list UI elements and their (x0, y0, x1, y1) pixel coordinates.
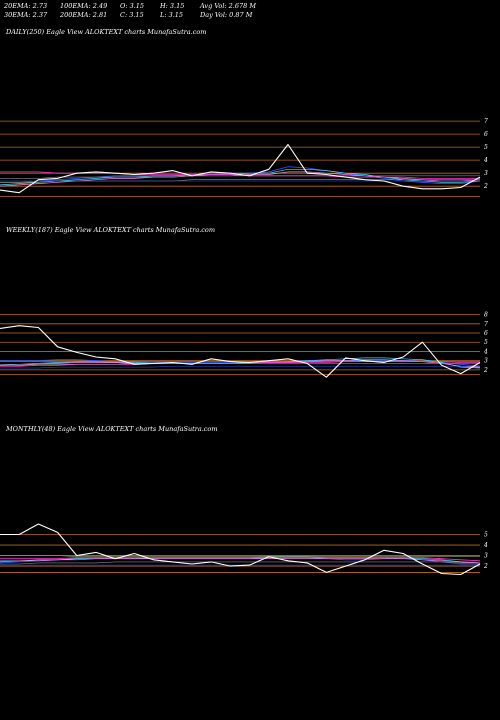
ema-pink-line (0, 558, 481, 564)
daily-panel-title: DAILY(250) Eagle View ALOKTEXT charts Mu… (6, 28, 207, 36)
y-tick-label: 4 (483, 157, 488, 164)
price-line (0, 143, 481, 194)
ema-olive-line (0, 555, 480, 557)
ema20-label: 20EMA: 2.73 (4, 2, 48, 10)
y-tick-label: 7 (484, 321, 488, 328)
y-tick-label: 2 (483, 183, 488, 190)
ema-grey-line (0, 175, 480, 179)
y-tick-label: 5 (484, 339, 488, 346)
weekly-panel-title: WEEKLY(187) Eagle View ALOKTEXT charts M… (6, 226, 215, 234)
price-line (0, 325, 481, 378)
ema-blue-line (0, 166, 481, 184)
ema-cyan-line (0, 168, 481, 186)
daily-chart: 2 3 4 5 6 7 (0, 118, 488, 198)
open-label: O: 3.15 (120, 2, 145, 10)
low-label: L: 3.15 (160, 11, 184, 19)
y-tick-label: 4 (483, 542, 488, 549)
y-tick-label: 6 (484, 131, 488, 138)
y-tick-label: 8 (484, 312, 488, 319)
ema-magenta-line (0, 557, 481, 562)
monthly-panel-title: MONTHLY(48) Eagle View ALOKTEXT charts M… (6, 425, 218, 433)
y-tick-label: 5 (484, 144, 488, 151)
y-tick-label: 7 (484, 118, 488, 125)
weekly-chart: 2 3 4 5 6 7 8 (0, 312, 488, 378)
y-tick-label: 3 (484, 553, 488, 560)
day-vol-label: Day Vol: 0.87 M (200, 11, 253, 19)
y-tick-label: 3 (484, 170, 488, 177)
price-line (0, 523, 481, 576)
ema-grey-line (0, 561, 480, 565)
indicator-header: 20EMA: 2.73 100EMA: 2.49 O: 3.15 H: 3.15… (0, 0, 500, 24)
y-tick-label: 2 (483, 367, 488, 374)
high-label: H: 3.15 (160, 2, 185, 10)
monthly-chart: 2 3 4 5 (0, 523, 488, 576)
y-tick-label: 6 (484, 330, 488, 337)
ema-long-line (0, 365, 480, 369)
ema200-label: 200EMA: 2.81 (60, 11, 108, 19)
avg-vol-label: Avg Vol: 2.678 M (200, 2, 257, 10)
ema-grey-line (0, 363, 480, 365)
y-tick-label: 4 (483, 348, 488, 355)
ema100-label: 100EMA: 2.49 (60, 2, 108, 10)
close-label: C: 3.15 (120, 11, 144, 19)
y-tick-label: 2 (483, 563, 488, 570)
y-tick-label: 3 (484, 358, 488, 365)
y-tick-label: 5 (484, 532, 488, 539)
ema30-label: 30EMA: 2.37 (4, 11, 48, 19)
